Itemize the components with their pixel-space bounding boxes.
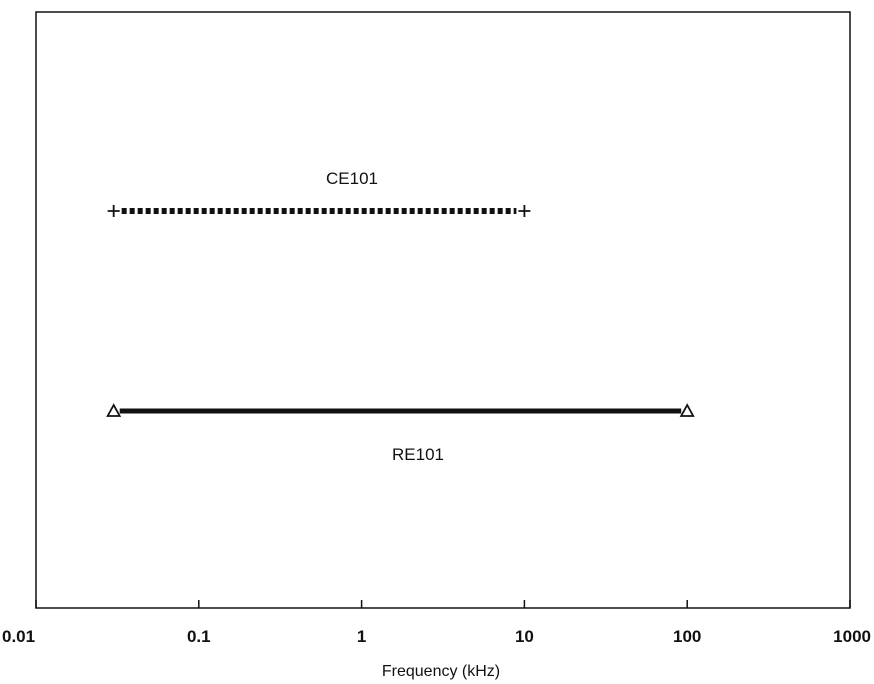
- series-layer: CE101 RE101: [106, 169, 695, 464]
- plus-marker-start: [107, 205, 120, 217]
- x-tick-label: 0.01: [2, 627, 35, 646]
- series-re101: RE101: [106, 403, 695, 464]
- triangle-marker-start: [106, 403, 122, 417]
- x-axis-tick-labels: 0.01 0.1 1 10 100 1000: [2, 627, 871, 646]
- x-tick-label: 0.1: [187, 627, 211, 646]
- series-label: CE101: [326, 169, 378, 188]
- x-tick-label: 10: [515, 627, 534, 646]
- plus-marker-end: [518, 205, 531, 217]
- x-tick-label: 100: [673, 627, 701, 646]
- plot-frame: [35, 11, 851, 609]
- x-axis-title: Frequency (kHz): [382, 663, 500, 680]
- series-label: RE101: [392, 445, 444, 464]
- x-axis-ticks: [35, 600, 851, 608]
- x-tick-label: 1: [357, 627, 366, 646]
- triangle-marker-end: [679, 403, 695, 417]
- series-ce101: CE101: [107, 169, 531, 217]
- x-tick-label: 1000: [833, 627, 871, 646]
